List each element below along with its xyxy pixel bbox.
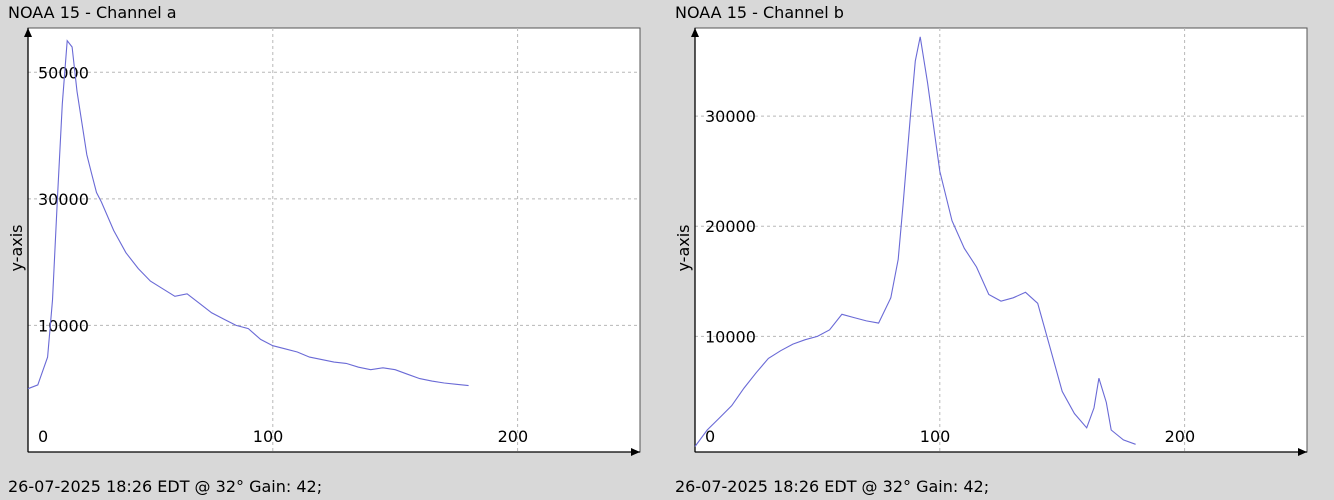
x-tick-label: 0 <box>705 427 715 446</box>
panel-channel-a: NOAA 15 - Channel a 0 100 200 10000 30000 500… <box>0 0 660 500</box>
y-tick-label: 50000 <box>38 63 89 82</box>
y-tick-label: 10000 <box>705 327 756 346</box>
x-axis-arrow <box>631 448 640 456</box>
x-axis-arrow <box>1298 448 1307 456</box>
x-tick-label: 200 <box>498 427 529 446</box>
chart-title: NOAA 15 - Channel a <box>8 3 177 22</box>
chart-title: NOAA 15 - Channel b <box>675 3 844 22</box>
status-footer: 26-07-2025 18:26 EDT @ 32° Gain: 42; <box>675 477 990 496</box>
y-axis-label: y-axis <box>674 224 693 271</box>
x-tick-label: 200 <box>1165 427 1196 446</box>
x-tick-label: 100 <box>253 427 284 446</box>
y-axis-arrow <box>24 28 32 37</box>
series-line <box>27 39 469 390</box>
x-tick-label: 100 <box>920 427 951 446</box>
chart-area: 0 100 200 10000 30000 50000 y-axis <box>7 27 641 456</box>
plot-background <box>694 27 1308 453</box>
x-tick-label: 0 <box>38 427 48 446</box>
panel-channel-b: NOAA 15 - Channel b 0 100 200 10000 20000 300… <box>667 0 1327 500</box>
y-tick-label: 10000 <box>38 316 89 335</box>
y-axis-arrow <box>691 28 699 37</box>
y-tick-label: 30000 <box>705 107 756 126</box>
y-tick-label: 20000 <box>705 217 756 236</box>
y-tick-label: 30000 <box>38 190 89 209</box>
status-footer: 26-07-2025 18:26 EDT @ 32° Gain: 42; <box>8 477 323 496</box>
plot-background <box>27 27 641 453</box>
y-axis-label: y-axis <box>7 224 26 271</box>
chart-area: 0 100 200 10000 20000 30000 y-axis <box>674 27 1308 456</box>
series-line <box>694 36 1136 447</box>
